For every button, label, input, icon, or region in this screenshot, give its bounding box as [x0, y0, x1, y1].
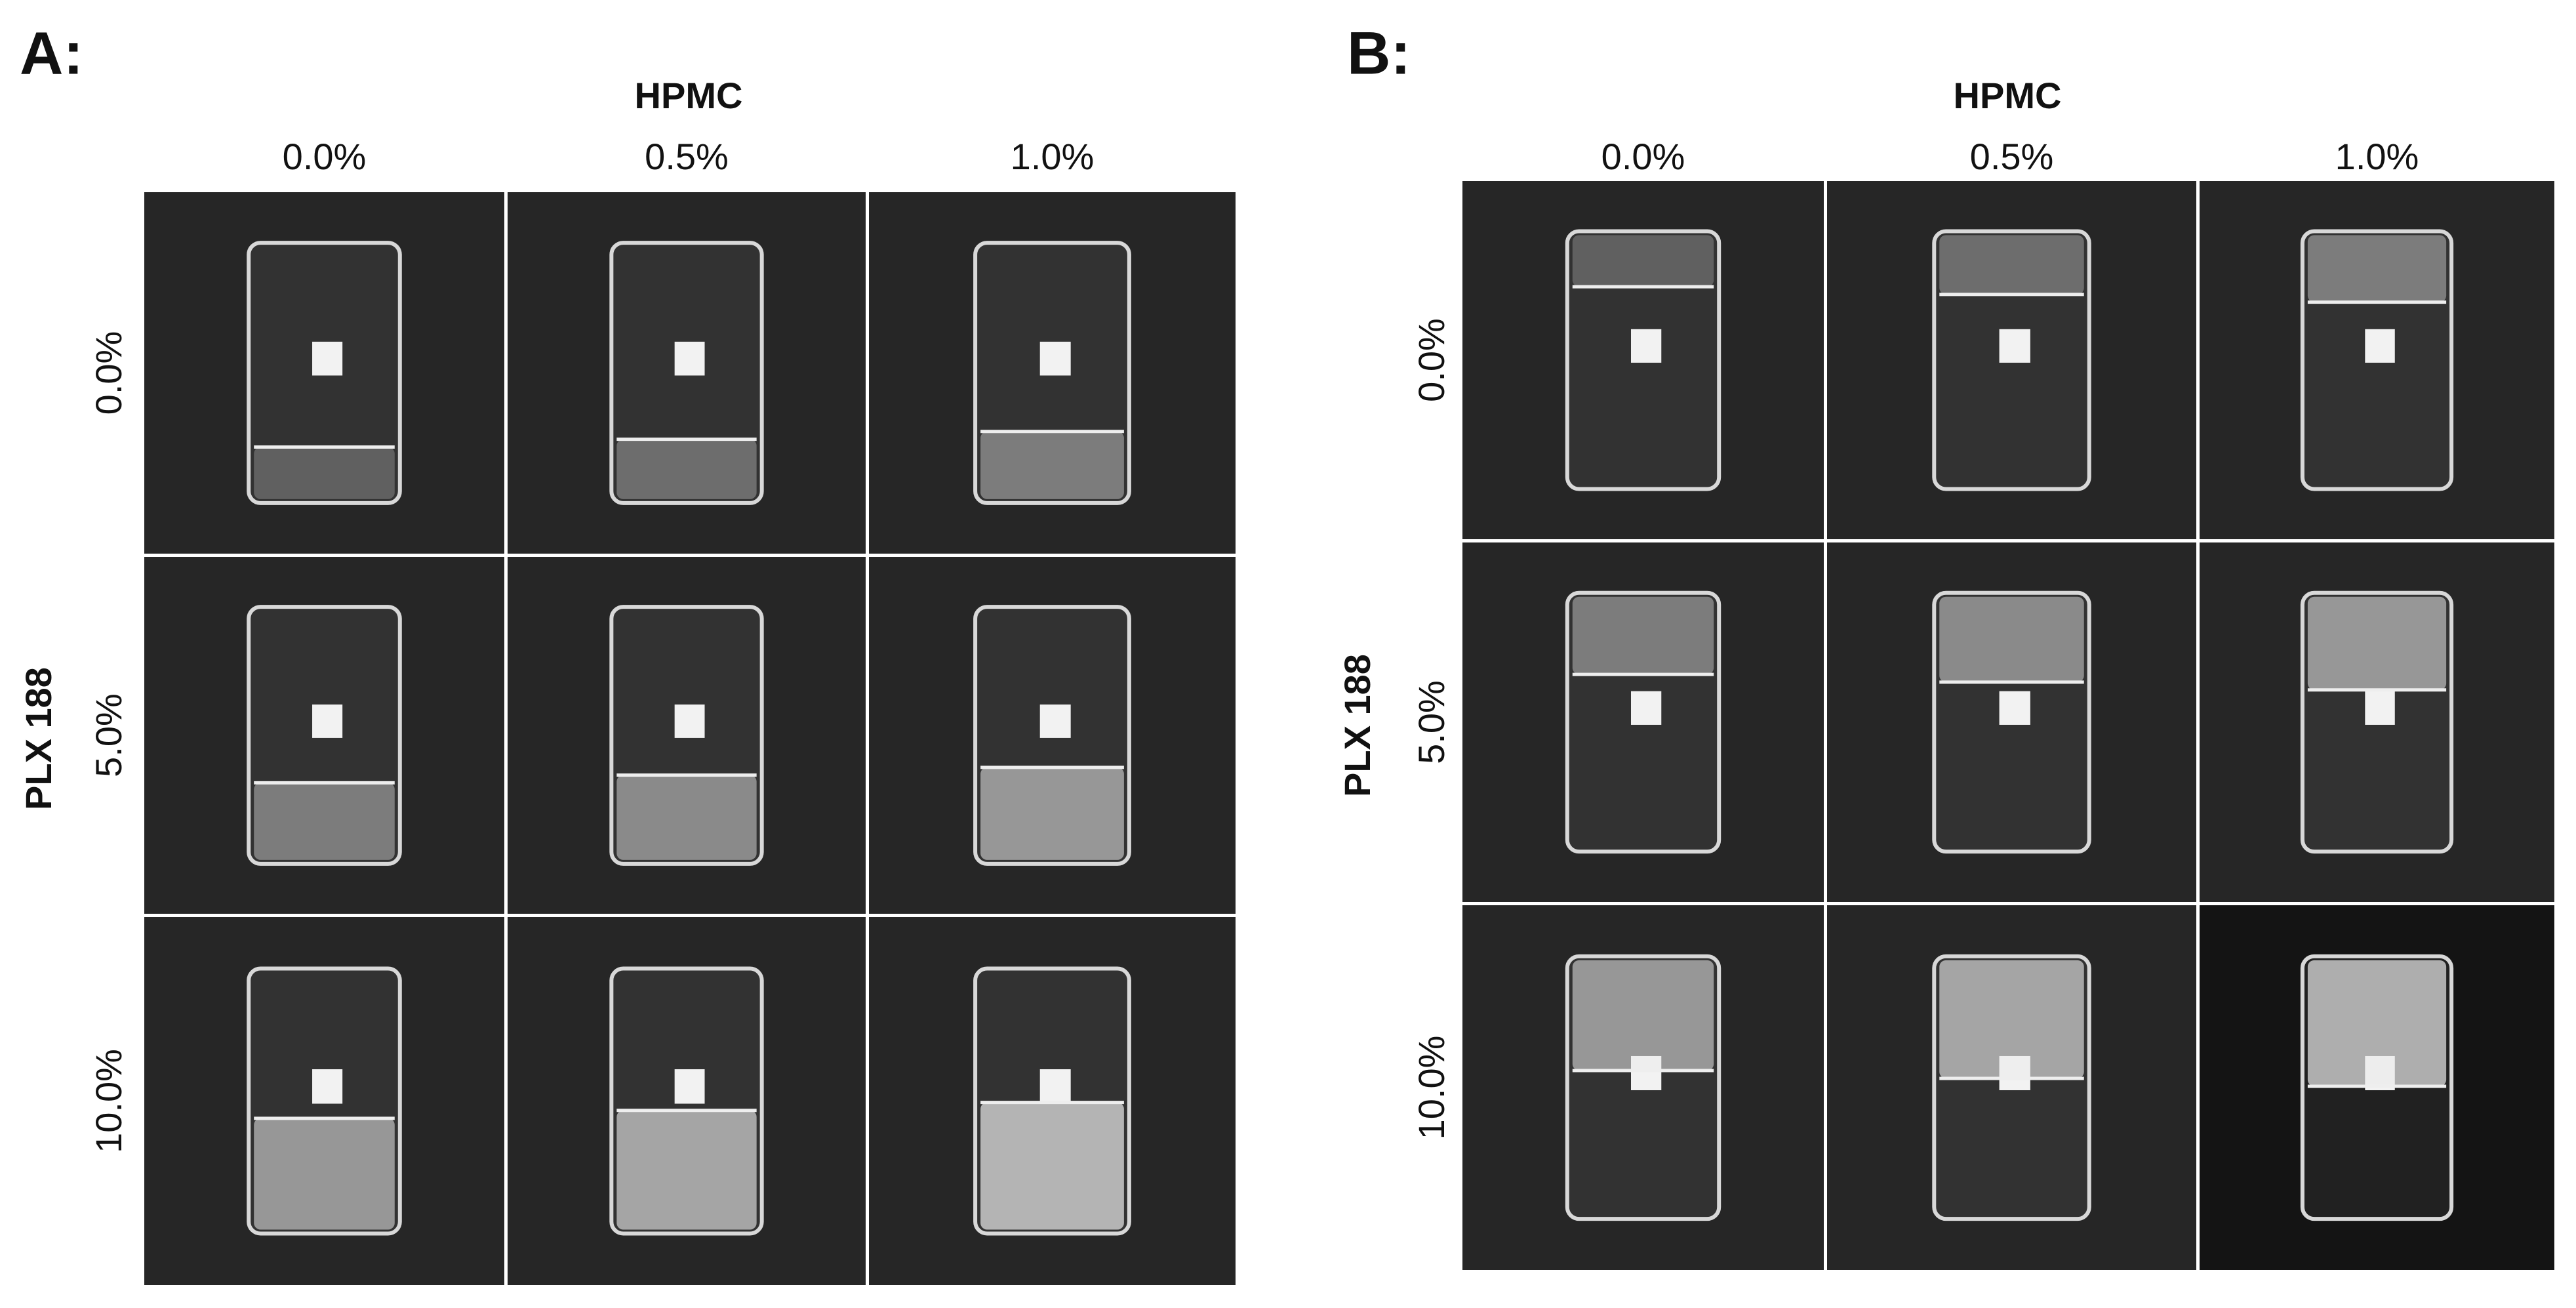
panel-label: A:: [20, 20, 83, 87]
beaker-label: [1999, 329, 2030, 363]
row-label: 10.0%: [1411, 1036, 1452, 1140]
row-label: 10.0%: [88, 1049, 129, 1153]
contents: [1939, 960, 2084, 1078]
row-label: 0.0%: [88, 331, 129, 415]
photo: [144, 192, 504, 554]
beaker-label: [1039, 1069, 1071, 1104]
row-title: PLX 188: [18, 667, 59, 810]
contents: [616, 1110, 757, 1230]
photo: [508, 917, 866, 1285]
photo: [508, 557, 866, 914]
contents: [980, 767, 1124, 860]
row-label: 5.0%: [88, 693, 129, 777]
contents: [2307, 235, 2447, 302]
beaker-label: [1630, 691, 1662, 725]
contents: [616, 775, 757, 860]
beaker-label: [674, 1069, 705, 1104]
row-title: PLX 188: [1337, 654, 1378, 797]
column-label: 1.0%: [2335, 136, 2419, 177]
contents: [1572, 960, 1714, 1071]
photo: [1827, 181, 2196, 539]
beaker-label: [312, 704, 343, 738]
contents: [2307, 960, 2447, 1086]
photo: [869, 917, 1236, 1285]
contents: [254, 783, 395, 860]
photo: [144, 917, 504, 1285]
panel: A: HPMC 0.0% 0.5% 1.0% PLX 188 0.0% 5.0% 10.0%: [18, 20, 1236, 1285]
contents: [1572, 235, 1714, 287]
column-title: HPMC: [635, 75, 743, 116]
contents: [1572, 596, 1714, 675]
column-label: 0.0%: [283, 136, 367, 177]
beaker-label: [312, 1069, 343, 1104]
contents: [254, 1118, 395, 1230]
photo: [2200, 542, 2554, 902]
photo: [869, 192, 1236, 554]
beaker-label: [1999, 691, 2030, 725]
contents: [616, 439, 757, 499]
contents: [2307, 596, 2447, 690]
contents: [1939, 596, 2084, 682]
contents: [980, 431, 1124, 499]
photo: [2200, 181, 2554, 539]
beaker-label: [1039, 341, 1071, 376]
photo: [1462, 542, 1824, 902]
contents: [1939, 235, 2084, 295]
beaker-label: [2365, 329, 2395, 363]
panel-label: B:: [1347, 20, 1411, 87]
column-label: 0.0%: [1601, 136, 1685, 177]
beaker-label: [674, 704, 705, 738]
beaker-label: [1630, 329, 1662, 363]
photo: [1462, 905, 1824, 1270]
beaker-label: [2365, 691, 2395, 725]
photo: [1827, 905, 2196, 1270]
contents: [254, 447, 395, 499]
panel: B: HPMC 0.0% 0.5% 1.0% PLX 188 0.0% 5.0% 10.0%: [1337, 20, 2554, 1270]
column-label: 0.5%: [1970, 136, 2054, 177]
contents: [980, 1102, 1124, 1230]
column-label: 1.0%: [1011, 136, 1095, 177]
beaker-label: [674, 341, 705, 376]
photo: [1462, 181, 1824, 539]
photo: [144, 557, 504, 914]
beaker-label: [312, 341, 343, 376]
row-label: 0.0%: [1411, 318, 1452, 402]
photo: [2200, 905, 2554, 1270]
column-label: 0.5%: [645, 136, 729, 177]
beaker-label: [1039, 704, 1071, 738]
photo: [1827, 542, 2196, 902]
photo: [869, 557, 1236, 914]
column-title: HPMC: [1954, 75, 2062, 116]
row-label: 5.0%: [1411, 680, 1452, 764]
photo: [508, 192, 866, 554]
